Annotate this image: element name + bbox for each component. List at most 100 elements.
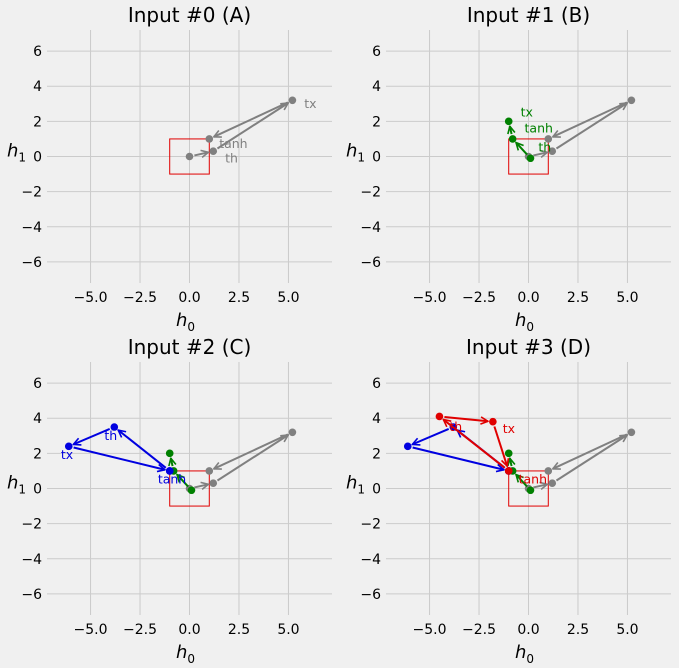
- x-tick-label: −5.0: [74, 290, 108, 306]
- data-point: [504, 449, 513, 458]
- data-point: [544, 467, 553, 475]
- point-annotation: tanh: [525, 120, 553, 135]
- point-annotation: tx: [503, 421, 515, 436]
- series-2: th tx tanh: [61, 423, 186, 487]
- chart-title: Input #1 (B): [467, 3, 590, 27]
- y-axis-label: h1: [7, 141, 26, 165]
- point-annotation: th: [538, 140, 551, 155]
- x-tick-label: 2.5: [228, 622, 250, 638]
- arrow-segment: [444, 415, 487, 421]
- y-tick-label: 4: [372, 411, 381, 427]
- y-tick-label: 0: [33, 482, 42, 498]
- arrow-segment: [118, 430, 167, 469]
- y-tick-label: 6: [372, 376, 381, 392]
- x-tick-label: 5.0: [616, 290, 638, 306]
- arrow-segment: [493, 426, 507, 466]
- data-point: [548, 479, 557, 488]
- x-tick-label: −2.5: [462, 622, 496, 638]
- y-axis-label-sub: 1: [357, 483, 365, 497]
- data-point: [508, 135, 517, 143]
- y-tick-label: −6: [360, 587, 381, 603]
- point-annotation: th: [225, 150, 238, 165]
- series-0: [524, 96, 636, 161]
- arrow-segment: [214, 433, 289, 468]
- x-tick-label: 0.0: [517, 290, 539, 306]
- x-tick-label: 5.0: [616, 622, 638, 638]
- x-axis-label: h0: [515, 310, 534, 334]
- y-tick-label: −4: [360, 220, 381, 236]
- point-annotation: tx: [521, 105, 533, 120]
- x-axis-label: h0: [515, 642, 534, 666]
- data-point: [165, 467, 174, 475]
- y-tick-label: 2: [33, 446, 42, 462]
- y-axis-label: h1: [7, 473, 26, 497]
- data-point: [548, 147, 557, 156]
- x-tick-label: 0.0: [178, 290, 200, 306]
- y-tick-label: −2: [360, 185, 381, 201]
- arrow-segment: [194, 152, 208, 155]
- arrow-segment: [516, 143, 528, 156]
- data-point: [526, 154, 535, 163]
- arrow-segment: [216, 103, 288, 150]
- y-tick-label: −2: [360, 517, 381, 533]
- y-tick-label: 4: [33, 79, 42, 95]
- y-tick-label: 0: [33, 150, 42, 166]
- arrow-segment: [510, 458, 512, 467]
- y-tick-label: 4: [33, 411, 42, 427]
- point-annotation: tx: [61, 447, 73, 462]
- x-axis-label: h0: [176, 642, 195, 666]
- x-tick-label: −2.5: [123, 622, 157, 638]
- x-axis-label-sub: 0: [526, 652, 534, 666]
- y-axis-label: h1: [346, 473, 365, 497]
- arrow-segment: [171, 458, 173, 467]
- data-point: [209, 147, 218, 156]
- series-0: [185, 428, 297, 493]
- data-point: [489, 417, 497, 426]
- data-point: [110, 423, 119, 431]
- y-tick-label: −6: [360, 255, 381, 271]
- x-tick-label: 0.0: [517, 622, 539, 638]
- data-point: [544, 135, 553, 143]
- y-tick-label: 0: [372, 150, 381, 166]
- x-axis-label-sub: 0: [187, 320, 195, 334]
- chart-title: Input #2 (C): [128, 335, 252, 359]
- x-tick-label: −5.0: [413, 622, 447, 638]
- data-point: [435, 412, 444, 421]
- series-0: th tx tanh: [185, 96, 317, 165]
- series-1: [504, 449, 535, 495]
- y-tick-label: −4: [360, 552, 381, 568]
- data-point: [504, 117, 513, 126]
- subplot-3: −5.0 −2.5 0.0 2.5 5.0 −6 −4 −2 0 2 4 6 Input #3 (D) h…: [346, 335, 671, 666]
- x-tick-label: 2.5: [567, 622, 589, 638]
- y-tick-label: −6: [21, 255, 42, 271]
- x-tick-label: 2.5: [567, 290, 589, 306]
- arrow-segment: [516, 475, 528, 488]
- y-tick-label: 6: [33, 376, 42, 392]
- arrow-segment: [533, 152, 547, 155]
- arrow-segment: [443, 420, 506, 469]
- arrow-segment: [555, 103, 627, 150]
- series-3: th tx tanh: [435, 412, 547, 487]
- arrow-segment: [553, 101, 628, 136]
- point-annotation: th: [449, 419, 462, 434]
- y-axis-label: h1: [346, 141, 365, 165]
- x-axis-label-sub: 0: [526, 320, 534, 334]
- point-annotation: tanh: [158, 472, 186, 487]
- x-axis-label: h0: [176, 310, 195, 334]
- arrow-segment: [216, 435, 288, 482]
- y-tick-label: 0: [372, 482, 381, 498]
- x-tick-label: −5.0: [413, 290, 447, 306]
- arrow-segment: [194, 484, 208, 487]
- data-point: [288, 428, 297, 437]
- y-tick-label: 6: [33, 44, 42, 60]
- chart-title: Input #3 (D): [466, 335, 591, 359]
- y-tick-label: 6: [372, 44, 381, 60]
- y-tick-label: 4: [372, 79, 381, 95]
- subplot-2: −5.0 −2.5 0.0 2.5 5.0 −6 −4 −2 0 2 4 6 Input #2 (C) h…: [7, 335, 332, 666]
- arrow-segment: [553, 433, 628, 468]
- x-tick-label: 5.0: [277, 290, 299, 306]
- x-tick-label: −2.5: [123, 290, 157, 306]
- arrow-segment: [73, 446, 165, 470]
